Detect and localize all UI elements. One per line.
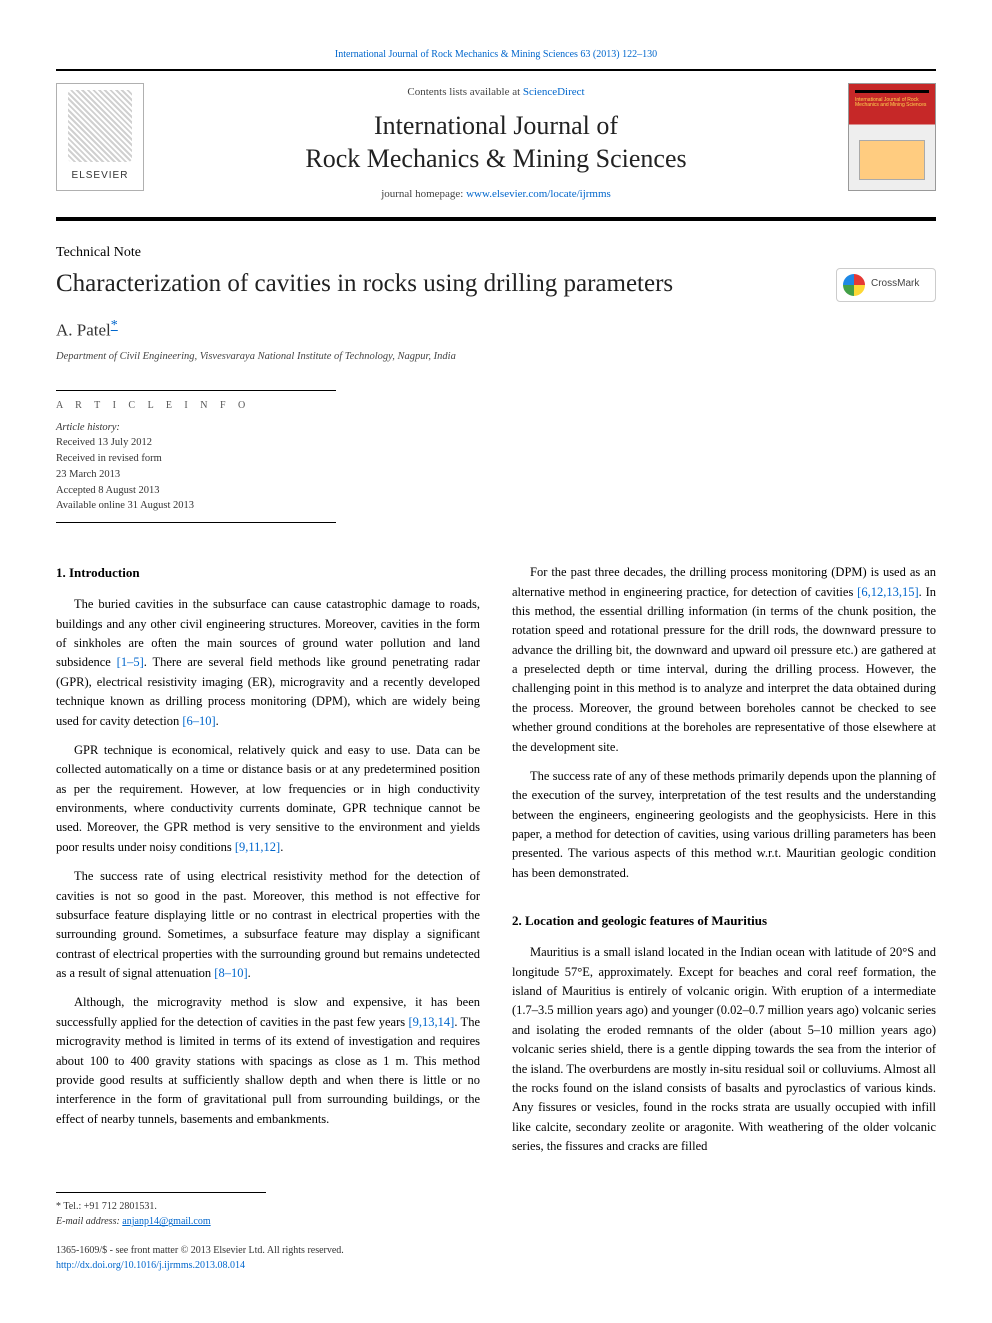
elsevier-logo: ELSEVIER [56, 83, 144, 191]
article-info-heading: A R T I C L E I N F O [56, 391, 336, 420]
corr-tel: * Tel.: +91 712 2801531. [56, 1199, 266, 1214]
journal-cover-thumb: International Journal of Rock Mechanics … [848, 83, 936, 191]
doi-link[interactable]: http://dx.doi.org/10.1016/j.ijrmms.2013.… [56, 1260, 245, 1271]
section-2-heading: 2. Location and geologic features of Mau… [512, 911, 936, 931]
sciencedirect-link[interactable]: ScienceDirect [523, 86, 585, 98]
footnotes: * Tel.: +91 712 2801531. E-mail address:… [56, 1192, 266, 1229]
s1-p3: The success rate of using electrical res… [56, 867, 480, 983]
ref-9-13-14[interactable]: [9,13,14] [408, 1015, 454, 1029]
ref-1-5[interactable]: [1–5] [117, 655, 144, 669]
s1-p1: The buried cavities in the subsurface ca… [56, 595, 480, 731]
s1-p4: Although, the microgravity method is slo… [56, 993, 480, 1129]
email-link[interactable]: anjanp14@gmail.com [122, 1216, 210, 1227]
revised-label: Received in revised form [56, 453, 162, 464]
elsevier-label: ELSEVIER [72, 169, 129, 184]
history-label: Article history: [56, 422, 120, 433]
journal-title-1: International Journal of [374, 111, 618, 140]
journal-header: ELSEVIER Contents lists available at Sci… [56, 69, 936, 222]
journal-title-2: Rock Mechanics & Mining Sciences [305, 144, 686, 173]
article-type: Technical Note [56, 243, 936, 263]
running-head-link[interactable]: International Journal of Rock Mechanics … [56, 48, 936, 63]
article-title: Characterization of cavities in rocks us… [56, 268, 836, 301]
corresponding-marker[interactable]: * [111, 318, 118, 333]
corr-email-line: E-mail address: anjanp14@gmail.com [56, 1214, 266, 1229]
ref-6-12-13-15[interactable]: [6,12,13,15] [857, 585, 918, 599]
s1-p5: For the past three decades, the drilling… [512, 563, 936, 757]
header-center: Contents lists available at ScienceDirec… [160, 83, 832, 204]
ref-6-10[interactable]: [6–10] [182, 714, 215, 728]
elsevier-tree-icon [68, 90, 132, 162]
article-info-block: A R T I C L E I N F O Article history: R… [56, 390, 336, 523]
homepage-link[interactable]: www.elsevier.com/locate/ijrmms [466, 188, 611, 200]
contents-line: Contents lists available at ScienceDirec… [160, 85, 832, 101]
s2-p1: Mauritius is a small island located in t… [512, 943, 936, 1156]
article-info-body: Article history: Received 13 July 2012 R… [56, 420, 336, 524]
revised-date: 23 March 2013 [56, 469, 120, 480]
contents-pre: Contents lists available at [407, 86, 522, 98]
section-1-heading: 1. Introduction [56, 563, 480, 583]
body-columns: 1. Introduction The buried cavities in t… [56, 563, 936, 1156]
authors: A. Patel* [56, 316, 936, 343]
page-container: International Journal of Rock Mechanics … [0, 0, 992, 1313]
s1-p2: GPR technique is economical, relatively … [56, 741, 480, 857]
crossmark-icon [843, 274, 865, 296]
author-name: A. Patel [56, 320, 111, 339]
ref-8-10[interactable]: [8–10] [214, 966, 247, 980]
issn-copyright: 1365-1609/$ - see front matter © 2013 El… [56, 1243, 936, 1258]
homepage-pre: journal homepage: [381, 188, 466, 200]
crossmark-label: CrossMark [871, 277, 919, 292]
s1-p6: The success rate of any of these methods… [512, 767, 936, 883]
received-date: Received 13 July 2012 [56, 437, 152, 448]
crossmark-badge[interactable]: CrossMark [836, 268, 936, 302]
journal-title: International Journal of Rock Mechanics … [160, 110, 832, 175]
affiliation: Department of Civil Engineering, Visvesv… [56, 349, 936, 364]
email-label: E-mail address: [56, 1216, 122, 1227]
accepted-date: Accepted 8 August 2013 [56, 485, 160, 496]
cover-text: International Journal of Rock Mechanics … [855, 98, 935, 109]
homepage-line: journal homepage: www.elsevier.com/locat… [160, 187, 832, 203]
footer-meta: 1365-1609/$ - see front matter © 2013 El… [56, 1243, 936, 1273]
ref-9-11-12[interactable]: [9,11,12] [235, 840, 280, 854]
title-row: Characterization of cavities in rocks us… [56, 268, 936, 302]
online-date: Available online 31 August 2013 [56, 500, 194, 511]
